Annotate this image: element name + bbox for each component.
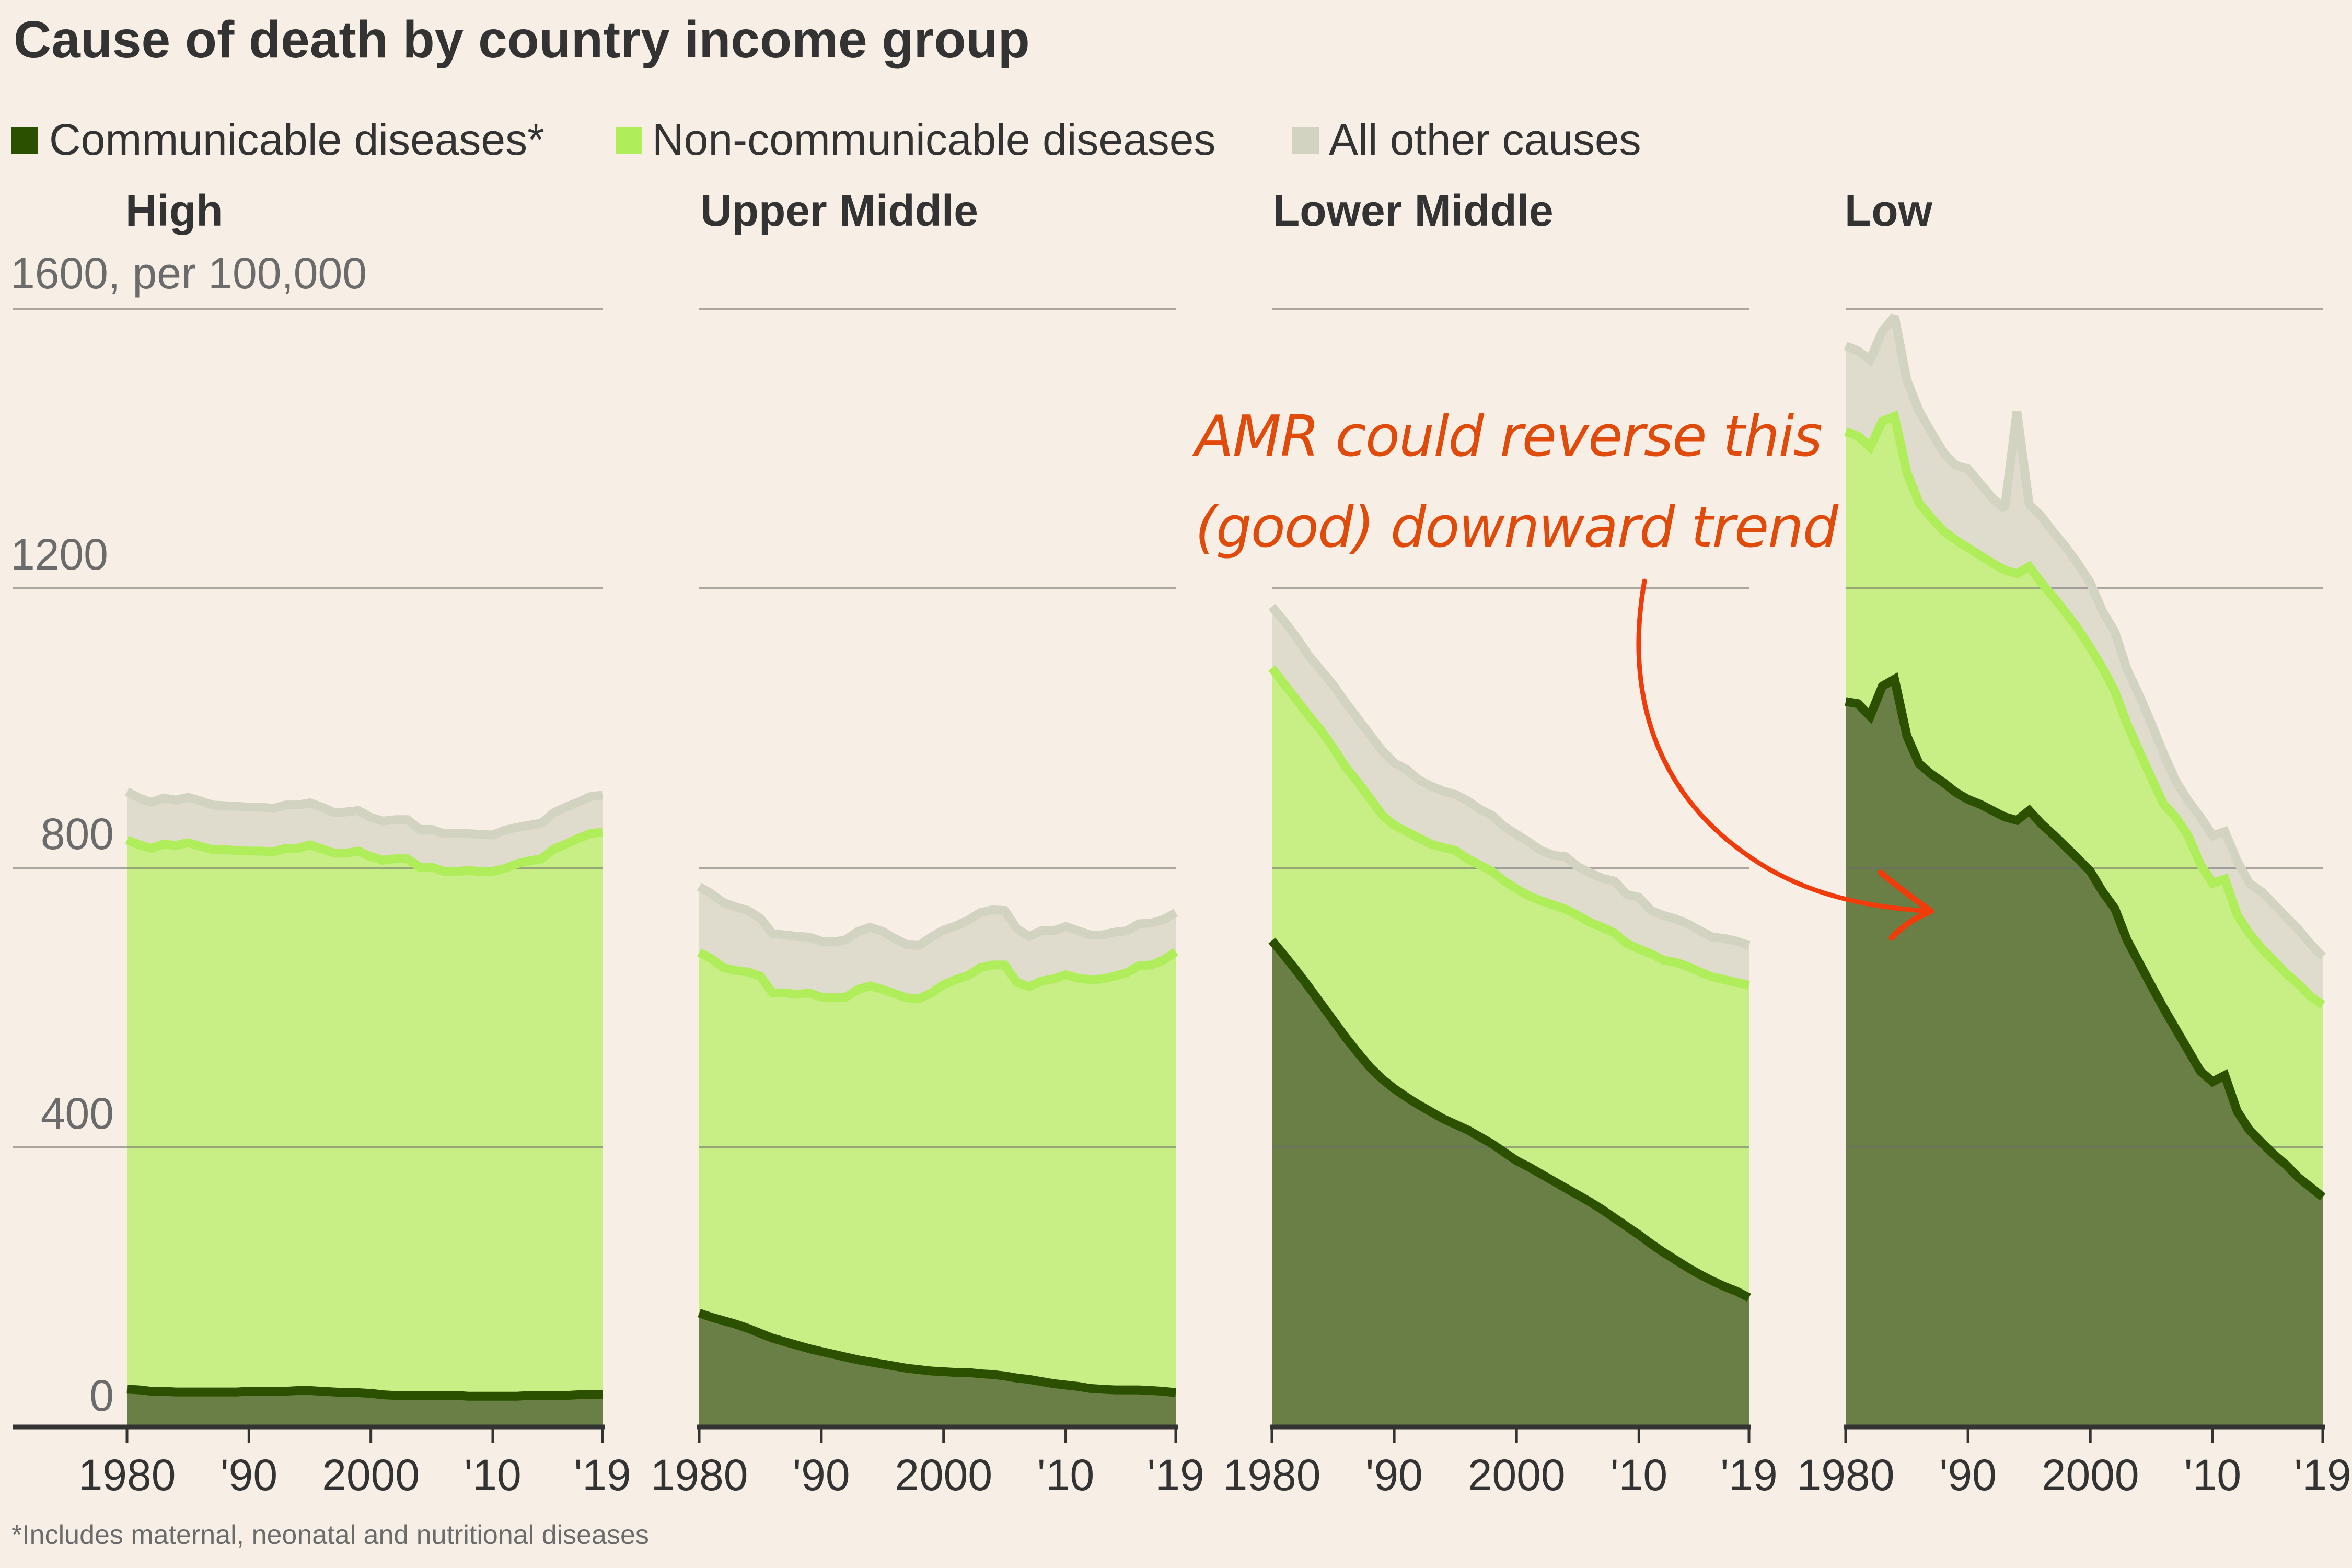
- y-tick-label-800: 800: [41, 809, 114, 858]
- annotation-arrow-curve: [1636, 578, 1934, 914]
- panel-title-low: Low: [1845, 186, 1933, 235]
- panel-high: 1980 '90 2000 '10 '19: [13, 308, 631, 1500]
- x-tick-label-2010: '10: [2184, 1450, 2241, 1500]
- x-tick-label-2010: '10: [1611, 1450, 1667, 1500]
- area-communicable-upper-middle: [699, 1313, 1176, 1427]
- y-tick-label-400: 400: [41, 1089, 114, 1138]
- x-tick-label-1980: 1980: [1797, 1450, 1895, 1500]
- panel-lower-middle: 1980 '90 2000 '10 '19: [1223, 308, 1778, 1500]
- chart-title: Cause of death by country income group: [14, 10, 1030, 69]
- x-tick-label-2000: 2000: [895, 1450, 992, 1500]
- legend-label-other: All other causes: [1329, 115, 1641, 164]
- legend-item-noncommunicable: Non-communicable diseases: [616, 115, 1216, 164]
- area-noncommunicable-high: [127, 832, 603, 1427]
- y-tick-label-1600: 1600, per 100,000: [10, 249, 367, 298]
- panel-title-upper-middle: Upper Middle: [700, 186, 978, 235]
- panel-low: 1980 '90 2000 '10 '19: [1797, 308, 2351, 1500]
- line-other-high: [125, 787, 603, 840]
- x-tick-label-2019: '19: [574, 1450, 631, 1500]
- line-noncommunicable-low: [1844, 410, 2325, 1009]
- area-noncommunicable-upper-middle: [699, 951, 1176, 1427]
- area-communicable-lower-middle: [1272, 940, 1749, 1427]
- x-tick-label-1990: '90: [793, 1450, 850, 1500]
- x-tick-label-1980: 1980: [78, 1450, 176, 1500]
- line-noncommunicable-high: [125, 828, 603, 876]
- line-noncommunicable-upper-middle: [697, 948, 1178, 1003]
- line-noncommunicable-lower-middle: [1268, 665, 1750, 990]
- legend-swatch-other: [1292, 127, 1319, 154]
- line-other-low: [1844, 313, 2326, 960]
- line-communicable-low: [1845, 672, 2326, 1201]
- legend-swatch-noncommunicable: [616, 127, 642, 154]
- line-communicable-high: [126, 1385, 603, 1401]
- panel-title-high: High: [125, 186, 223, 235]
- y-tick-label-0: 0: [89, 1371, 114, 1420]
- annotation: AMR could reverse this (good) downward t…: [1192, 404, 1934, 941]
- legend: Communicable diseases* Non-communicable …: [11, 115, 1641, 164]
- legend-label-noncommunicable: Non-communicable diseases: [652, 115, 1216, 164]
- legend-swatch-communicable: [11, 127, 38, 154]
- line-other-upper-middle: [697, 882, 1178, 950]
- legend-label-communicable: Communicable diseases*: [49, 115, 544, 164]
- line-communicable-lower-middle: [1268, 937, 1751, 1302]
- x-tick-label-1990: '90: [1365, 1450, 1422, 1500]
- x-tick-label-1980: 1980: [1223, 1450, 1321, 1500]
- y-tick-label-1200: 1200: [10, 530, 108, 579]
- x-tick-label-2010: '10: [1037, 1450, 1094, 1500]
- x-tick-label-2019: '19: [1147, 1450, 1204, 1500]
- line-communicable-upper-middle: [698, 1308, 1176, 1397]
- annotation-line-2: (good) downward trend: [1195, 495, 1839, 560]
- x-tick-label-2019: '19: [2294, 1450, 2351, 1500]
- x-tick-label-1990: '90: [221, 1450, 277, 1500]
- line-other-lower-middle: [1268, 603, 1751, 950]
- footnote: *Includes maternal, neonatal and nutriti…: [11, 1520, 649, 1550]
- x-tick-label-2000: 2000: [1468, 1450, 1566, 1500]
- y-axis-labels: 1600, per 100,000 1200 800 400 0: [10, 249, 367, 1420]
- area-communicable-low: [1846, 679, 2323, 1427]
- annotation-arrowhead-icon: [1878, 869, 1934, 941]
- annotation-line-1: AMR could reverse this: [1192, 404, 1822, 469]
- x-tick-label-2000: 2000: [2042, 1450, 2139, 1500]
- panel-title-lower-middle: Lower Middle: [1273, 186, 1554, 235]
- x-tick-label-2010: '10: [464, 1450, 521, 1500]
- x-tick-label-2019: '19: [1720, 1450, 1777, 1500]
- panel-upper-middle: 1980 '90 2000 '10 '19: [651, 308, 1204, 1500]
- x-tick-label-1980: 1980: [651, 1450, 748, 1500]
- x-tick-label-1990: '90: [1939, 1450, 1996, 1500]
- legend-item-other: All other causes: [1292, 115, 1641, 164]
- x-tick-label-2000: 2000: [322, 1450, 420, 1500]
- legend-item-communicable: Communicable diseases*: [11, 115, 544, 164]
- panels: 1980 '90 2000 '10 '19 1980 '90 2000 '10 '19 1980 '9…: [13, 308, 2351, 1500]
